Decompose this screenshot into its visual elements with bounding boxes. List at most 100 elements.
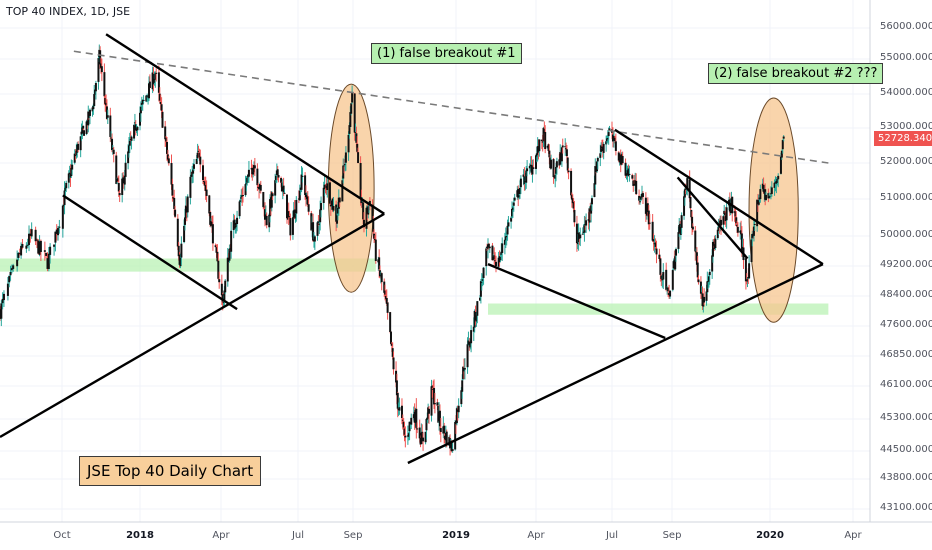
candle-body bbox=[365, 207, 368, 229]
candle-body bbox=[306, 196, 309, 205]
candle-body bbox=[590, 205, 593, 214]
candle-body bbox=[35, 239, 38, 241]
candle-body bbox=[408, 421, 411, 432]
candle-body bbox=[660, 275, 663, 279]
candle-body bbox=[455, 408, 458, 424]
candle-body bbox=[487, 243, 490, 248]
candle-body bbox=[736, 224, 739, 227]
y-tick-label: 47600.0000 bbox=[880, 319, 932, 330]
candle-body bbox=[421, 431, 424, 439]
candle-body bbox=[234, 226, 237, 229]
candle-body bbox=[469, 341, 472, 348]
candle-body bbox=[186, 196, 189, 213]
candle-body bbox=[263, 206, 266, 208]
support-zones bbox=[0, 258, 829, 315]
candle-body bbox=[593, 183, 596, 198]
candle-body bbox=[488, 246, 491, 249]
candle-body bbox=[26, 244, 29, 246]
candle-body bbox=[510, 217, 513, 222]
candle-body bbox=[12, 265, 15, 269]
candle-body bbox=[112, 149, 115, 154]
candle-body bbox=[121, 178, 124, 195]
candle-body bbox=[518, 195, 521, 198]
candle-body bbox=[139, 112, 141, 126]
candle-body bbox=[294, 214, 297, 219]
candle-body bbox=[561, 145, 564, 148]
x-tick-label: 2019 bbox=[442, 530, 470, 541]
candle-body bbox=[605, 141, 608, 145]
candle-body bbox=[88, 109, 91, 116]
candle-body bbox=[427, 408, 430, 414]
candle-body bbox=[736, 226, 739, 233]
candle-body bbox=[410, 417, 413, 425]
candle-body bbox=[173, 197, 176, 209]
candle-body bbox=[378, 257, 381, 270]
candle-body bbox=[94, 83, 97, 92]
candle-body bbox=[392, 357, 395, 370]
candle-body bbox=[64, 187, 67, 191]
candle-body bbox=[103, 72, 106, 97]
candle-body bbox=[734, 211, 737, 217]
x-tick-label: Oct bbox=[53, 530, 71, 541]
candle-body bbox=[613, 137, 616, 141]
false-breakout-2-ellipse bbox=[748, 97, 799, 323]
candle-body bbox=[341, 180, 344, 202]
candle-body bbox=[523, 176, 526, 185]
candle-body bbox=[73, 153, 76, 163]
candle-body bbox=[87, 111, 90, 126]
candle-body bbox=[627, 168, 630, 176]
candle-body bbox=[395, 380, 398, 396]
y-tick-label: 43800.0000 bbox=[880, 472, 932, 483]
candle-body bbox=[374, 239, 377, 262]
candle-body bbox=[180, 243, 183, 258]
candle-body bbox=[274, 180, 277, 196]
candle-body bbox=[479, 297, 481, 301]
candle-body bbox=[164, 126, 167, 140]
candle-body bbox=[216, 251, 219, 262]
candle-body bbox=[153, 78, 156, 83]
candle-body bbox=[531, 165, 534, 175]
candle-body bbox=[344, 152, 347, 163]
y-tick-label: 50000.0000 bbox=[880, 229, 932, 240]
candle-body bbox=[384, 295, 387, 299]
candle-body bbox=[230, 230, 233, 252]
candle-body bbox=[415, 408, 418, 429]
candle-body bbox=[418, 427, 421, 439]
candle-body bbox=[658, 254, 661, 259]
candle-body bbox=[197, 150, 200, 152]
candle-body bbox=[552, 159, 555, 178]
candle-body bbox=[79, 136, 82, 151]
candle-body bbox=[651, 221, 654, 241]
candle-body bbox=[439, 428, 442, 432]
candle-body bbox=[528, 166, 531, 169]
candle-body bbox=[773, 182, 776, 188]
candle-body bbox=[699, 281, 702, 294]
candle-body bbox=[753, 223, 756, 225]
candle-body bbox=[756, 199, 759, 227]
candle-body bbox=[221, 294, 224, 302]
candle-body bbox=[142, 99, 145, 101]
candle-body bbox=[97, 58, 100, 82]
candle-body bbox=[71, 164, 74, 170]
candle-body bbox=[252, 171, 255, 175]
candle-body bbox=[280, 178, 283, 183]
candle-body bbox=[291, 217, 294, 235]
candle-body bbox=[265, 215, 268, 226]
candle-body bbox=[331, 198, 334, 210]
candle-body bbox=[335, 204, 338, 222]
candle-body bbox=[362, 219, 365, 228]
candle-body bbox=[543, 128, 546, 134]
candle-body bbox=[82, 125, 85, 129]
candle-body bbox=[211, 221, 213, 226]
candle-body bbox=[154, 73, 157, 80]
candle-body bbox=[768, 196, 771, 199]
candle-body bbox=[348, 125, 351, 134]
sym-triangle-2-lower bbox=[407, 263, 824, 465]
candle-body bbox=[596, 157, 599, 162]
candle-body bbox=[344, 164, 347, 166]
candle-body bbox=[170, 163, 173, 185]
candle-body bbox=[28, 233, 31, 245]
candle-body bbox=[550, 159, 553, 169]
candle-body bbox=[683, 189, 686, 198]
candle-body bbox=[106, 115, 109, 118]
